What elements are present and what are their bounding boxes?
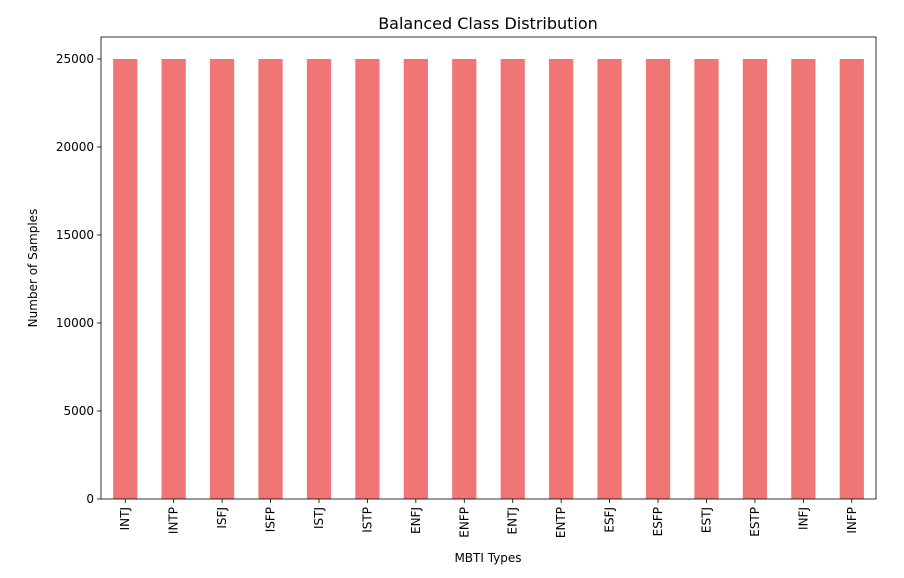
y-tick-label: 20000 <box>56 140 94 154</box>
x-tick-label: ENTJ <box>506 507 520 534</box>
bar-esfj <box>597 59 622 499</box>
x-tick-label: ISTJ <box>312 507 326 529</box>
bar-entp <box>549 59 574 499</box>
y-tick-label: 0 <box>86 492 94 506</box>
x-tick-label: ISFP <box>264 507 278 532</box>
bar-enfp <box>452 59 477 499</box>
x-tick-label: ESFJ <box>603 507 617 533</box>
x-tick-label: INTJ <box>118 507 132 530</box>
bar-estj <box>694 59 719 499</box>
bar-istj <box>306 59 332 499</box>
bar-intp <box>161 59 186 499</box>
x-tick-label: INFP <box>845 507 859 534</box>
x-tick-label: ENFJ <box>409 507 423 534</box>
bar-enfj <box>403 59 428 499</box>
bar-isfp <box>258 59 283 499</box>
bar-entj <box>500 59 525 499</box>
y-tick-label: 15000 <box>56 228 94 242</box>
x-tick-label: ISTP <box>360 507 374 533</box>
x-tick-label: ISFJ <box>215 507 229 529</box>
bar-istp <box>355 59 380 499</box>
bar-infj <box>791 59 816 499</box>
bar-esfp <box>645 59 671 499</box>
bar-estp <box>742 59 768 499</box>
x-tick-label: INTP <box>167 507 181 534</box>
x-tick-label: ENTP <box>554 507 568 538</box>
x-tick-label: INFJ <box>796 507 810 530</box>
chart-title: Balanced Class Distribution <box>378 14 598 33</box>
bar-isfj <box>209 59 235 499</box>
bar-intj <box>113 59 138 499</box>
x-axis: INTJ INTP ISFJ ISFP ISTJ ISTP ENFJ ENFP ENTJ ENTP… <box>118 499 859 538</box>
y-tick-label: 10000 <box>56 316 94 330</box>
x-tick-label: ESFP <box>651 507 665 536</box>
x-tick-label: ESTP <box>748 507 762 537</box>
plot-frame <box>100 36 877 500</box>
bars-group <box>113 59 864 499</box>
x-tick-label: ENFP <box>457 507 471 538</box>
x-axis-label: MBTI Types <box>454 551 521 565</box>
y-axis: 0 5000 10000 15000 20000 25000 <box>56 52 101 506</box>
y-tick-label: 25000 <box>56 52 94 66</box>
x-tick-label: ESTJ <box>699 507 713 533</box>
y-tick-label: 5000 <box>63 404 94 418</box>
y-axis-label: Number of Samples <box>26 209 40 328</box>
bar-infp <box>839 59 864 499</box>
